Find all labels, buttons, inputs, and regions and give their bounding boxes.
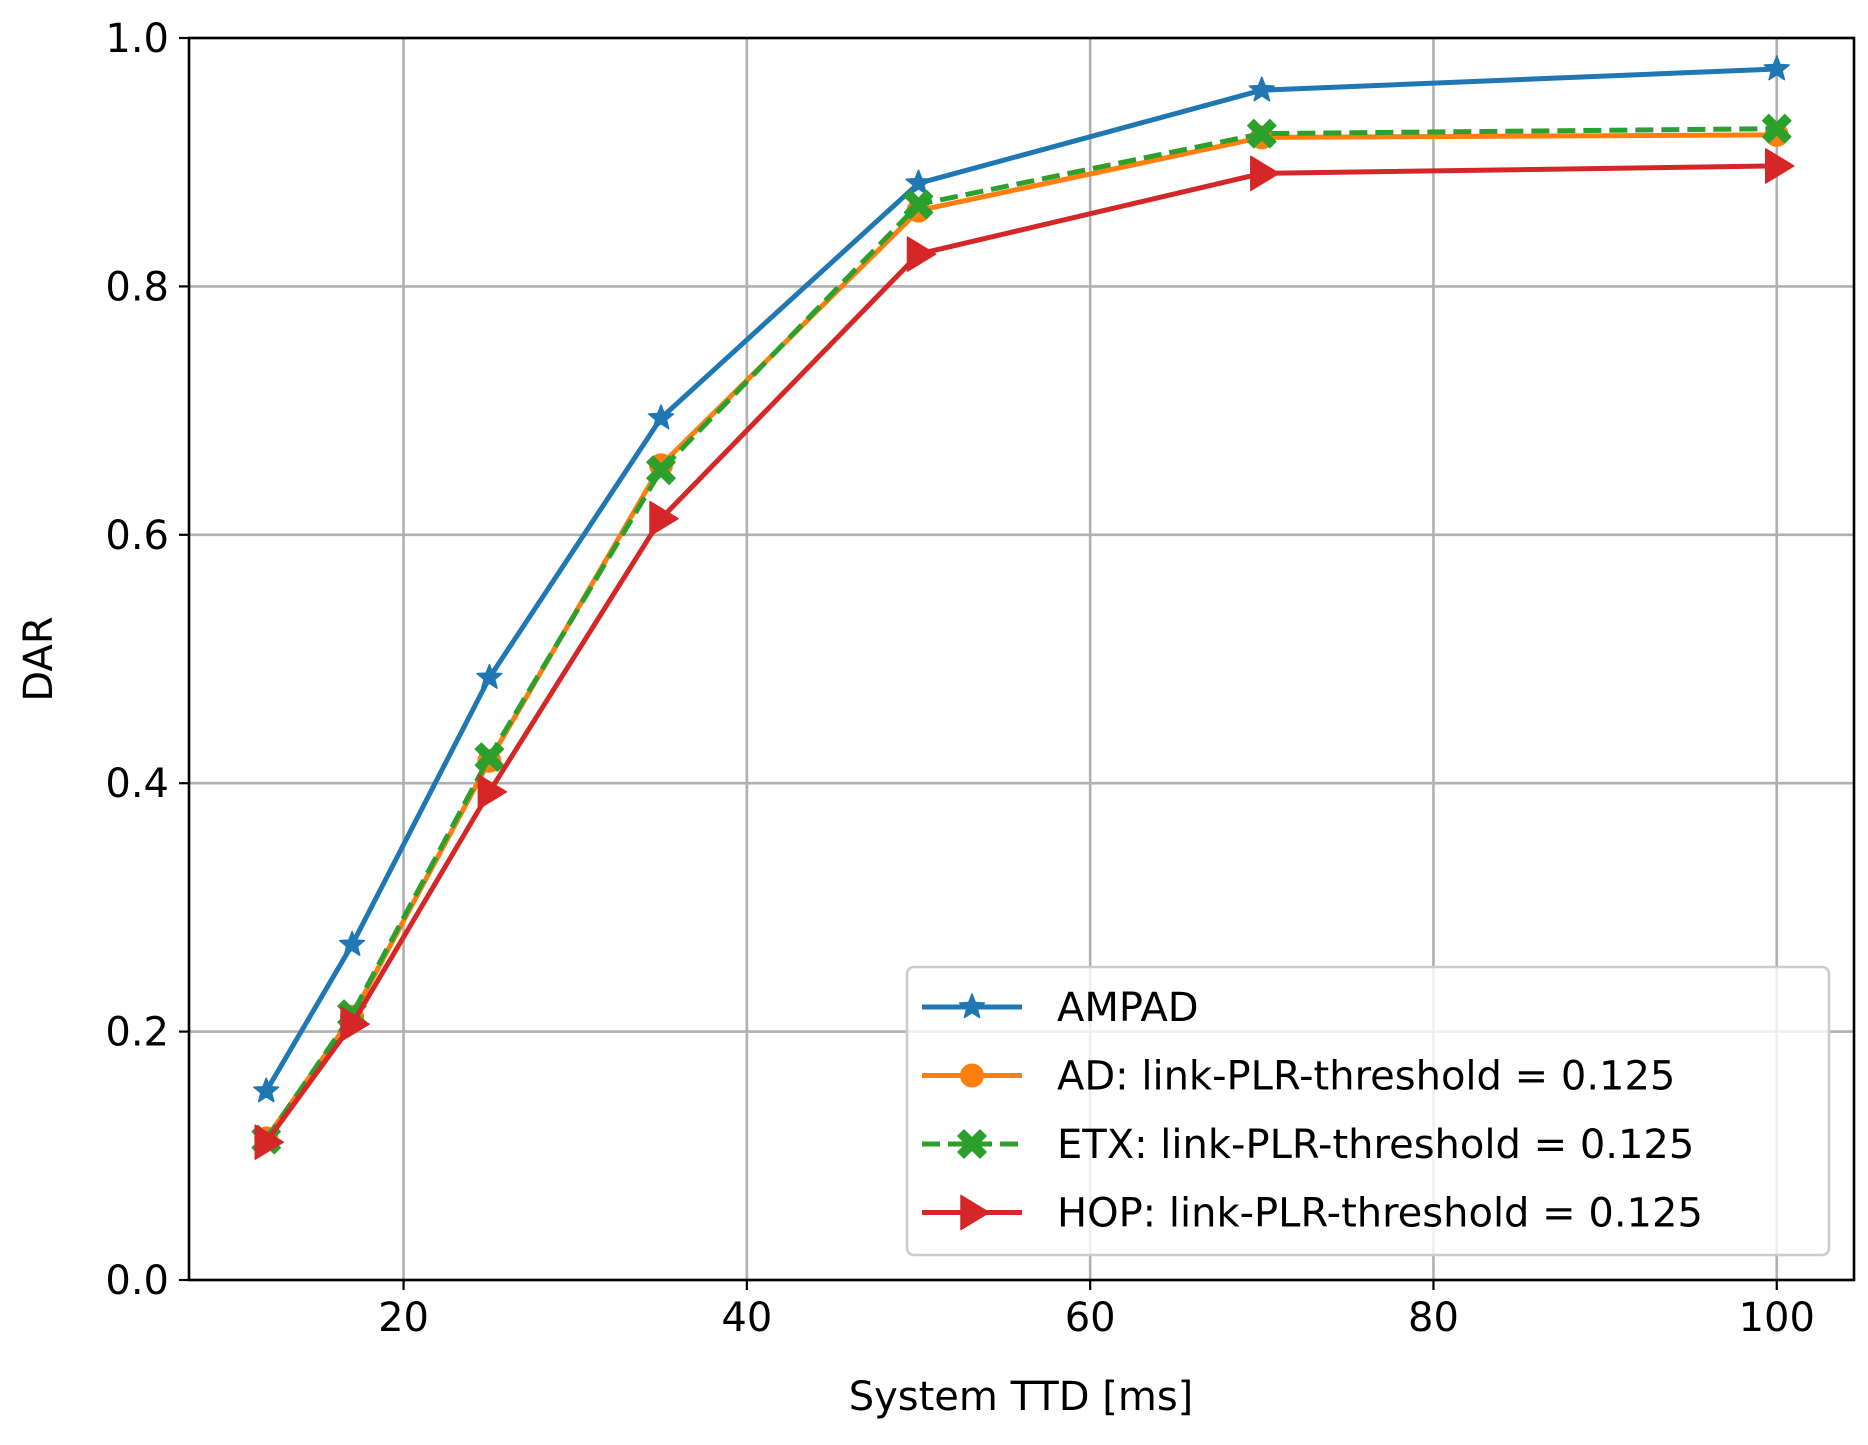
legend-marker-0 — [958, 993, 986, 1019]
series-0 — [253, 55, 1790, 1103]
data-point — [474, 742, 505, 772]
data-point — [476, 663, 503, 689]
legend-label-3: HOP: link-PLR-threshold = 0.125 — [1057, 1191, 1703, 1237]
plot-frame — [187, 36, 1856, 1282]
data-point — [254, 1124, 284, 1160]
data-point — [477, 774, 508, 810]
axis-ticks: 20 40 60 80 100 0.0 0.2 0.4 0.6 0.8 1.0 — [105, 16, 1815, 1341]
x-tick-label: 100 — [1739, 1295, 1815, 1341]
legend-marker-3 — [960, 1194, 990, 1231]
data-point — [903, 189, 934, 220]
data-point — [1765, 148, 1795, 184]
legend-marker-2 — [957, 1129, 987, 1159]
legend-label-2: ETX: link-PLR-threshold = 0.125 — [1057, 1122, 1694, 1168]
data-point — [905, 169, 932, 195]
series-3 — [254, 148, 1795, 1160]
series-lines — [251, 55, 1795, 1160]
data-point — [649, 500, 679, 537]
legend-label-0: AMPAD — [1057, 985, 1199, 1031]
y-tick-label: 0.6 — [105, 513, 169, 559]
data-point — [1247, 118, 1277, 149]
data-point — [1763, 55, 1790, 81]
x-axis-label: System TTD [ms] — [849, 1374, 1194, 1420]
data-point — [647, 404, 675, 430]
legend-marker-1 — [960, 1063, 984, 1088]
data-point — [1248, 76, 1275, 102]
legend-label-1: AD: link-PLR-threshold = 0.125 — [1057, 1054, 1675, 1100]
data-point — [1762, 113, 1792, 144]
x-tick-label: 80 — [1408, 1295, 1459, 1341]
y-tick-label: 0.4 — [105, 761, 169, 807]
data-point — [253, 1077, 280, 1103]
y-tick-label: 1.0 — [105, 16, 169, 62]
data-point — [906, 236, 937, 272]
data-point — [338, 930, 366, 956]
x-tick-label: 40 — [721, 1295, 772, 1341]
x-tick-label: 20 — [378, 1295, 429, 1341]
y-tick-label: 0.0 — [105, 1258, 169, 1304]
y-tick-label: 0.8 — [105, 264, 169, 310]
data-point — [340, 1006, 370, 1042]
legend: AMPAD AD: link-PLR-threshold = 0.125 ETX: … — [905, 965, 1831, 1257]
legend-box — [905, 965, 1831, 1257]
data-point — [1250, 155, 1280, 192]
y-axis-label: DAR — [16, 616, 62, 701]
y-tick-label: 0.2 — [105, 1010, 169, 1056]
data-point — [646, 455, 676, 485]
x-tick-label: 60 — [1065, 1295, 1116, 1341]
